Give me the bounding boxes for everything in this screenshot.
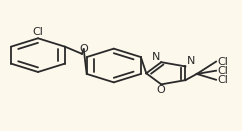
Text: Cl: Cl bbox=[33, 27, 43, 37]
Text: O: O bbox=[79, 44, 88, 54]
Text: N: N bbox=[187, 56, 195, 66]
Text: Cl: Cl bbox=[217, 66, 228, 76]
Text: Cl: Cl bbox=[217, 57, 228, 67]
Text: N: N bbox=[152, 51, 160, 62]
Text: Cl: Cl bbox=[217, 75, 228, 85]
Text: O: O bbox=[157, 85, 166, 95]
